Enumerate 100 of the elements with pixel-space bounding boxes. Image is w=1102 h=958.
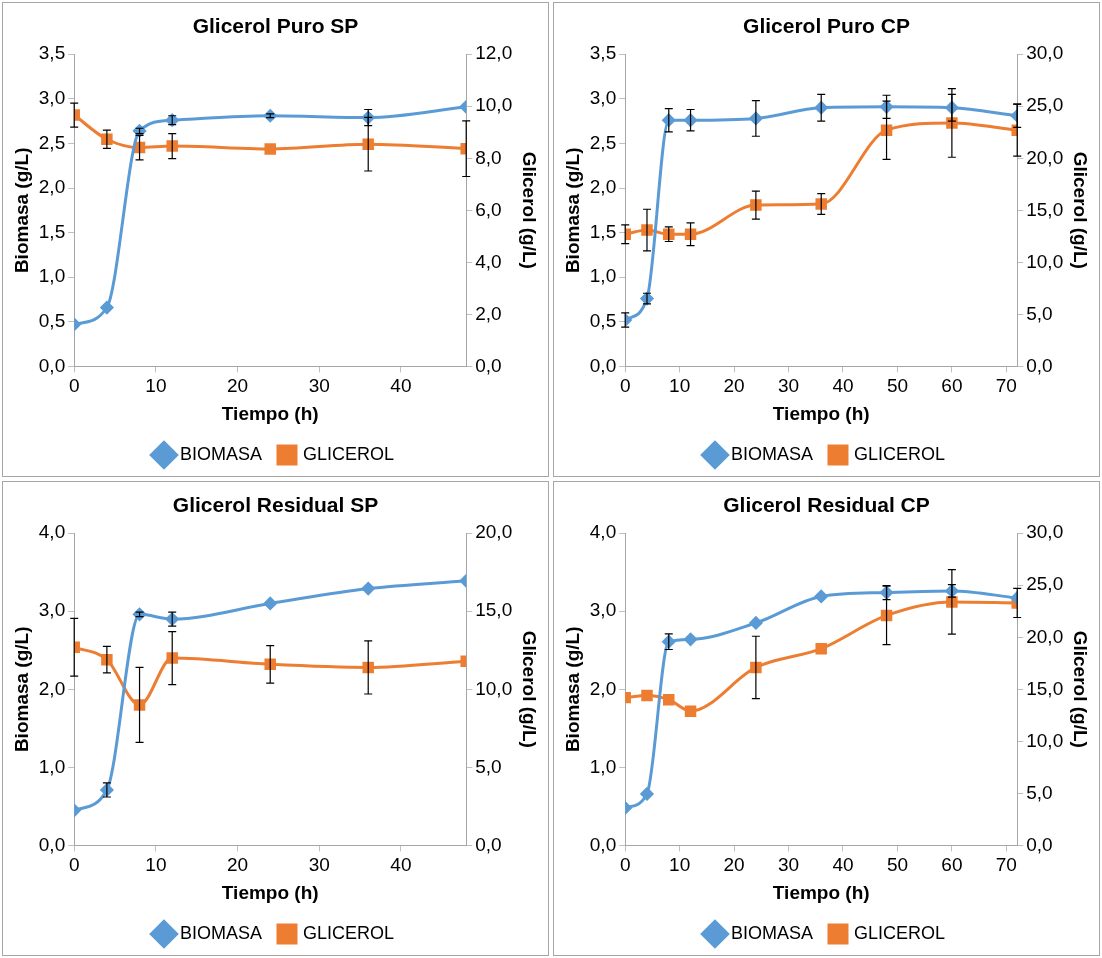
y2-tick-label: 20,0: [475, 521, 513, 543]
x-tick-label: 60: [941, 375, 963, 397]
y2-tick-label: 5,0: [1026, 781, 1053, 803]
x-tick-label: 40: [832, 375, 854, 397]
y2-tick-label: 10,0: [1026, 729, 1064, 751]
x-tick-label: 20: [226, 854, 249, 876]
y2-tick-label: 0,0: [1026, 833, 1053, 855]
y2-tick-label: 15,0: [1026, 677, 1064, 699]
y-tick-label: 0,0: [38, 354, 66, 376]
y-tick-label: 0,0: [589, 354, 617, 376]
x-tick-label: 0: [619, 375, 631, 397]
point: [100, 301, 114, 315]
x-tick-label: 30: [777, 854, 800, 876]
y2-tick-label: 15,0: [1026, 198, 1064, 220]
x-axis-title: Tiempo (h): [772, 881, 870, 903]
y2-axis-title: Glicerol (g/L): [519, 630, 541, 748]
y-tick-label: 0,0: [589, 833, 617, 855]
x-tick-label: 50: [886, 854, 909, 876]
chart-title: Glicerol Puro SP: [192, 14, 359, 38]
chart-title: Glicerol Puro CP: [743, 14, 910, 38]
y2-tick-label: 15,0: [475, 599, 513, 621]
y-tick-label: 3,5: [38, 42, 66, 64]
y2-tick-label: 0,0: [1026, 354, 1053, 376]
legend-label: BIOMASA: [730, 443, 814, 464]
y2-tick-label: 20,0: [1026, 146, 1064, 168]
x-tick-label: 0: [68, 375, 80, 397]
y-tick-label: 3,0: [589, 599, 617, 621]
x-axis-title: Tiempo (h): [221, 881, 319, 903]
y2-tick-label: 30,0: [1026, 521, 1064, 543]
x-tick-label: 10: [669, 854, 691, 876]
y2-tick-label: 25,0: [1026, 94, 1064, 116]
point: [640, 787, 654, 801]
point: [749, 616, 763, 630]
y-tick-label: 3,0: [38, 87, 66, 109]
y-axis-title: Biomasa (g/L): [10, 626, 32, 753]
y-tick-label: 2,0: [38, 176, 66, 198]
y2-axis-title: Glicerol (g/L): [519, 151, 541, 269]
y2-tick-label: 0,0: [475, 354, 502, 376]
x-tick-label: 30: [308, 375, 330, 397]
y-tick-label: 0,5: [38, 310, 66, 332]
y-tick-label: 2,0: [38, 677, 66, 699]
point: [815, 642, 827, 655]
y-axis-title: Biomasa (g/L): [561, 626, 583, 753]
y-tick-label: 4,0: [38, 521, 66, 543]
point: [684, 705, 697, 717]
y-tick-label: 2,0: [589, 176, 617, 198]
x-tick-label: 50: [886, 375, 909, 397]
point: [814, 589, 828, 603]
x-tick-label: 10: [145, 375, 167, 397]
x-tick-label: 10: [669, 375, 691, 397]
y-axis-title: Biomasa (g/L): [561, 147, 583, 274]
legend-label: BIOMASA: [179, 922, 263, 943]
x-tick-label: 70: [995, 854, 1017, 876]
x-tick-label: 70: [995, 375, 1017, 397]
y-tick-label: 1,0: [38, 755, 66, 777]
x-tick-label: 0: [619, 854, 631, 876]
point: [684, 632, 698, 646]
y-tick-label: 1,0: [38, 265, 66, 287]
y-tick-label: 1,5: [589, 220, 617, 242]
y2-tick-label: 5,0: [475, 755, 502, 777]
point: [663, 693, 675, 706]
y-axis-title: Biomasa (g/L): [10, 147, 32, 274]
x-tick-label: 20: [226, 375, 249, 397]
y2-tick-label: 30,0: [1026, 42, 1064, 64]
x-tick-label: 40: [390, 854, 412, 876]
chart-title: Glicerol Residual SP: [172, 493, 379, 517]
y2-axis-title: Glicerol (g/L): [1070, 151, 1092, 269]
x-tick-label: 30: [777, 375, 800, 397]
x-tick-label: 0: [68, 854, 80, 876]
y2-tick-label: 6,0: [475, 198, 502, 220]
y-tick-label: 1,0: [589, 265, 617, 287]
y2-tick-label: 0,0: [475, 833, 502, 855]
y2-tick-label: 2,0: [475, 302, 502, 324]
y-tick-label: 3,0: [589, 87, 617, 109]
y2-tick-label: 25,0: [1026, 573, 1064, 595]
x-tick-label: 20: [723, 854, 745, 876]
point: [361, 582, 375, 596]
point: [264, 143, 276, 155]
legend-label: BIOMASA: [730, 922, 814, 943]
x-axis-title: Tiempo (h): [772, 402, 870, 424]
x-tick-label: 40: [390, 375, 412, 397]
legend-label: BIOMASA: [179, 443, 263, 464]
y-tick-label: 3,5: [589, 42, 617, 64]
y2-tick-label: 10,0: [475, 677, 513, 699]
y-tick-label: 4,0: [589, 521, 617, 543]
y-tick-label: 2,0: [589, 677, 617, 699]
point: [641, 689, 653, 702]
x-tick-label: 10: [145, 854, 167, 876]
y-tick-label: 0,0: [38, 833, 66, 855]
y2-tick-label: 8,0: [475, 146, 502, 168]
chart-title: Glicerol Residual CP: [723, 493, 930, 517]
y-tick-label: 1,5: [38, 220, 66, 242]
x-tick-label: 20: [723, 375, 745, 397]
legend-label: GLICEROL: [303, 443, 395, 464]
x-axis-title: Tiempo (h): [221, 402, 319, 424]
y2-tick-label: 10,0: [475, 94, 513, 116]
x-tick-label: 60: [941, 854, 963, 876]
y-tick-label: 2,5: [589, 131, 617, 153]
x-tick-label: 40: [832, 854, 854, 876]
x-tick-label: 30: [308, 854, 330, 876]
